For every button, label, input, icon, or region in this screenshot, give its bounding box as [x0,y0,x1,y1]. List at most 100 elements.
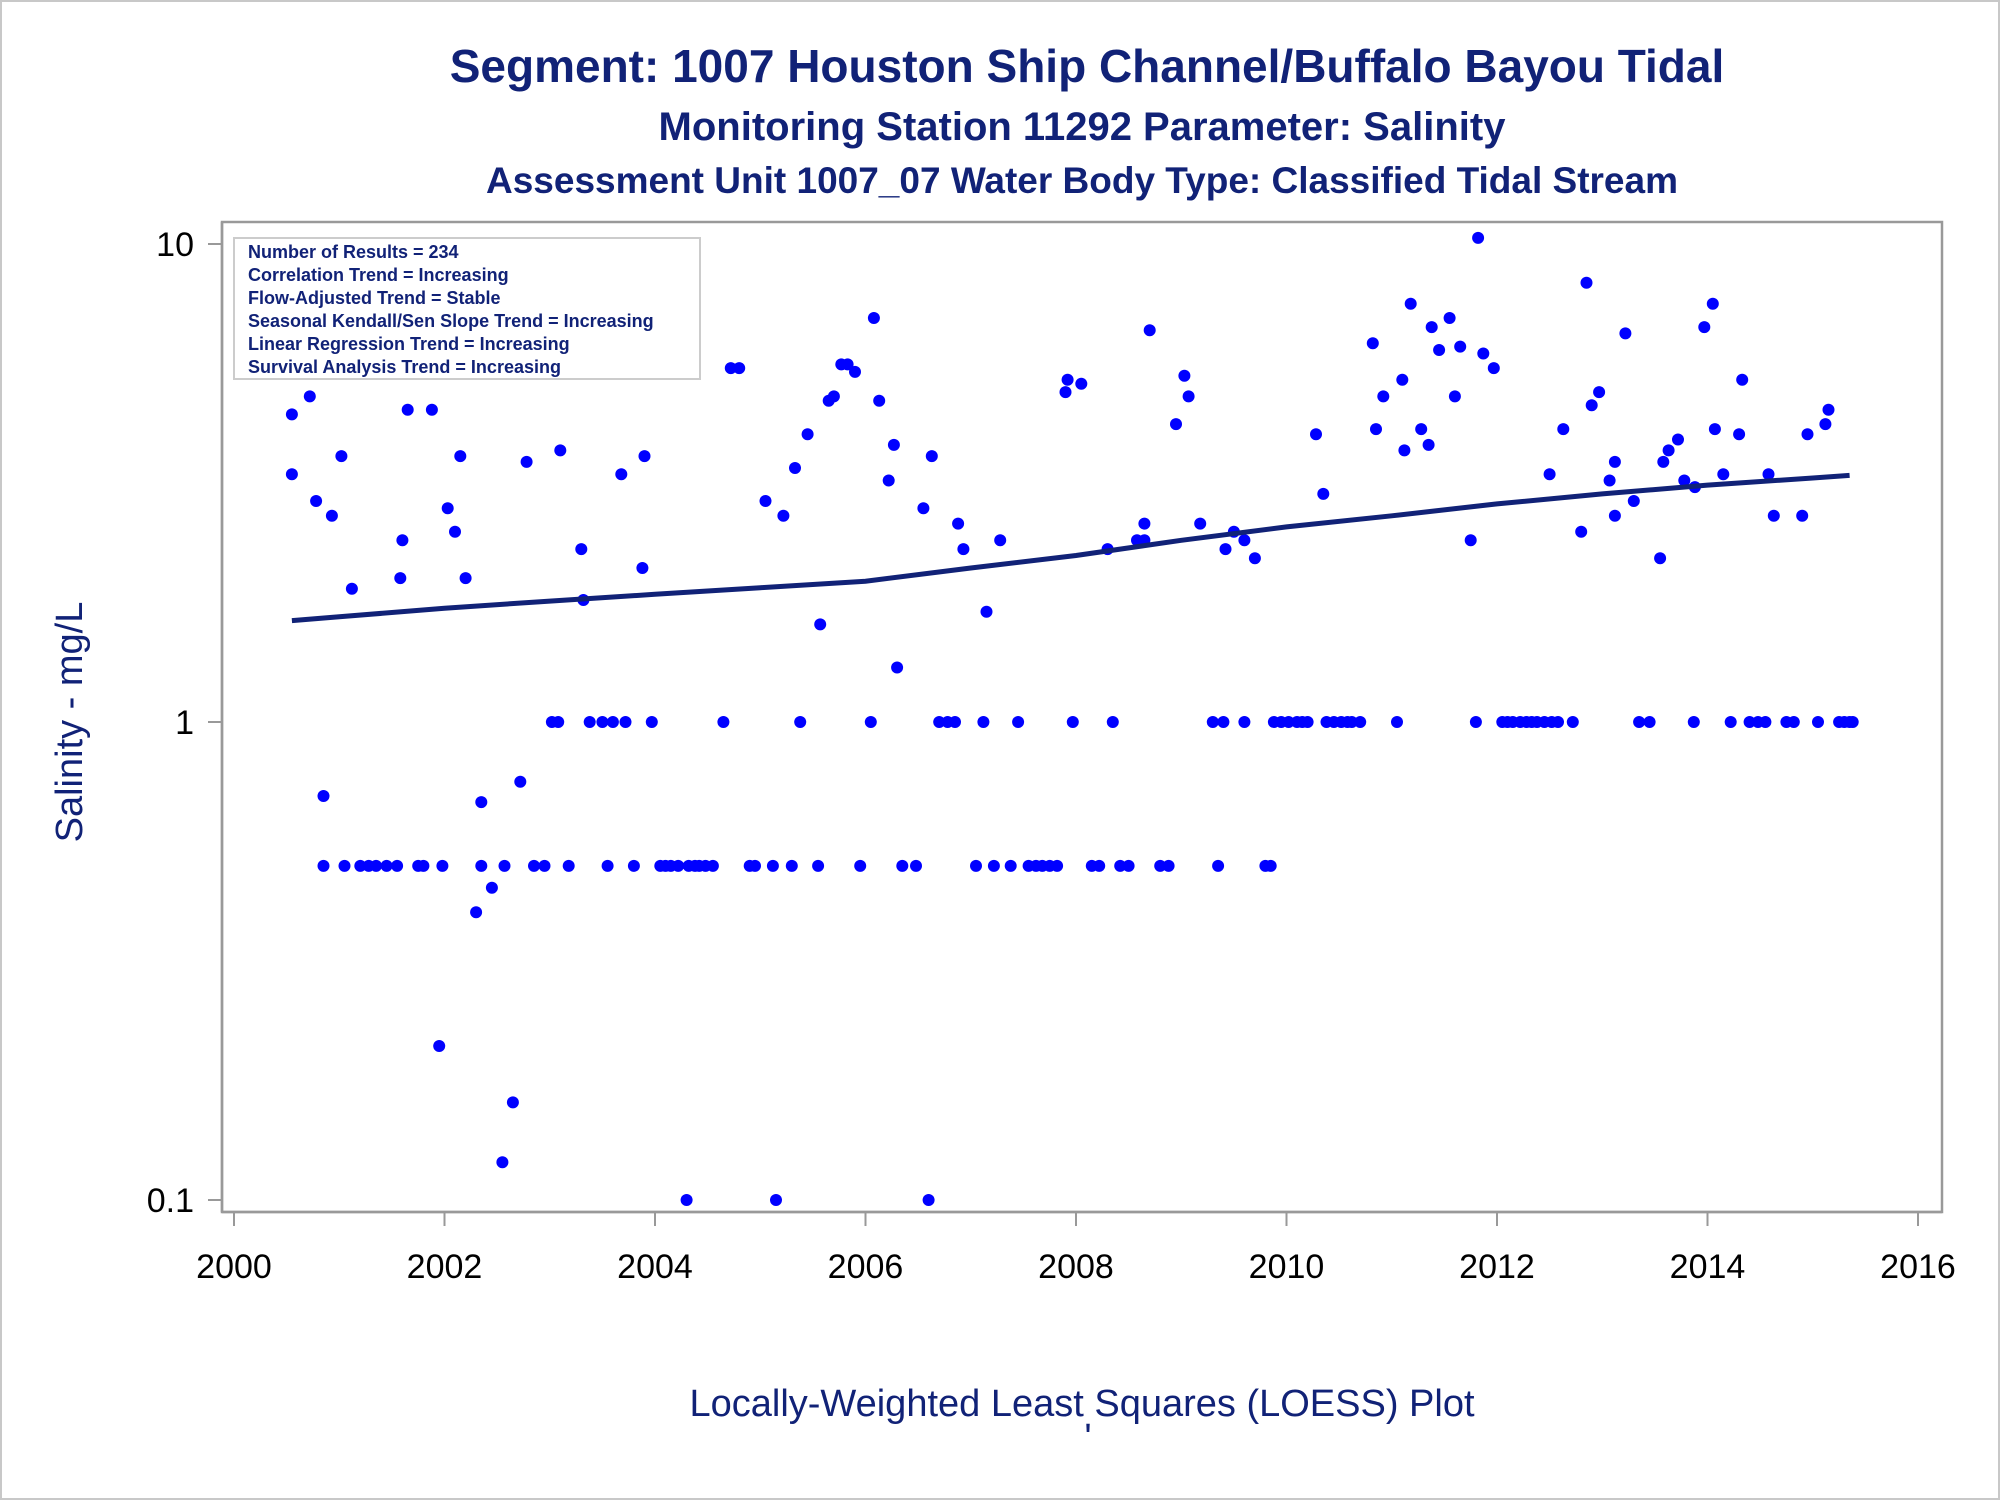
data-point [1143,324,1156,337]
data-point [619,716,632,728]
data-point [1743,716,1756,728]
data-point [285,468,298,481]
data-point [1219,543,1232,556]
data-point [470,906,483,919]
data-point [1415,423,1428,436]
data-point [977,716,990,728]
data-point [1657,455,1670,468]
data-point [1759,716,1772,728]
data-point [1310,428,1322,441]
data-point [1206,716,1219,728]
x-axis-label: Locally-Weighted Least Squares (LOESS) P… [689,1383,1474,1425]
data-point [1004,859,1017,872]
data-point [887,438,900,451]
data-point [1796,509,1809,522]
data-point [317,790,330,802]
data-point [441,502,454,515]
data-point [575,543,588,556]
data-point [454,450,467,463]
y-tick-label: 10 [156,226,194,264]
data-point [1301,716,1314,728]
data-point [1162,859,1175,872]
data-point [370,859,383,872]
data-point [1093,859,1106,872]
data-point [449,525,461,538]
trend-line-group [291,472,1850,624]
data-point [891,661,904,674]
data-point [1801,428,1814,441]
data-point [949,716,961,728]
data-point [680,1194,693,1206]
stats-note: Survival Analysis Trend = Increasing [248,357,561,377]
data-point [1398,444,1411,457]
data-point [1566,716,1579,728]
data-point [1643,716,1656,728]
stats-note: Linear Regression Trend = Increasing [248,334,570,354]
data-point [303,390,316,403]
data-point [910,859,922,872]
data-point [925,450,938,463]
data-point [1194,517,1207,530]
data-point [957,543,970,556]
data-point [1662,444,1675,457]
data-point [794,716,807,728]
data-point [285,408,298,421]
data-point [1787,716,1800,728]
data-point [596,716,609,728]
data-point [433,1040,446,1052]
data-point [864,716,877,728]
data-point [1575,525,1588,538]
data-point [1687,716,1700,728]
x-tick-label: 2016 [1880,1248,1956,1286]
x-tick-label: 2002 [407,1248,483,1286]
data-point [1170,418,1182,431]
data-point [922,1194,935,1206]
data-point [672,859,685,872]
data-point [1557,423,1570,436]
data-point [1698,321,1711,334]
data-point [1178,369,1191,382]
data-point [873,394,886,407]
data-point [970,859,982,872]
stats-note: Correlation Trend = Increasing [248,265,509,285]
data-point [1448,390,1461,403]
stats-box [233,237,701,380]
data-point [1154,859,1167,872]
data-point [636,562,649,574]
data-point [814,618,827,631]
data-point [538,859,551,872]
data-point [896,859,909,872]
y-tick-label: 1 [175,704,194,742]
data-point [1061,373,1074,386]
data-point [1724,716,1737,728]
data-point [1425,321,1438,334]
loess-trend-line [291,472,1850,624]
data-point [994,534,1007,547]
chart-title: Segment: 1007 Houston Ship Channel/Buffa… [450,40,1725,92]
data-point [645,716,658,728]
data-point [401,403,414,416]
data-point [1317,487,1330,500]
data-point [1487,362,1500,375]
data-point [1066,716,1079,728]
data-point [627,859,640,872]
data-point [724,362,737,375]
data-point [849,365,861,378]
data-point [335,450,348,463]
data-point [1762,468,1775,481]
data-point [1059,386,1072,399]
data-point [1212,859,1225,872]
data-point [1248,552,1261,565]
y-axis: 0.1 1 10 [147,222,224,1220]
x-tick-label: 2014 [1670,1248,1746,1286]
data-point [520,455,533,468]
stats-note: Flow-Adjusted Trend = Stable [248,288,501,308]
x-tick-label: 2006 [828,1248,904,1286]
data-point [1443,312,1456,324]
data-point [785,859,798,872]
x-tick-label: 2010 [1249,1248,1325,1286]
x-axis: 2000 2002 2004 2006 2008 2010 2012 2014 2016 [196,1210,1956,1286]
data-point [417,859,430,872]
